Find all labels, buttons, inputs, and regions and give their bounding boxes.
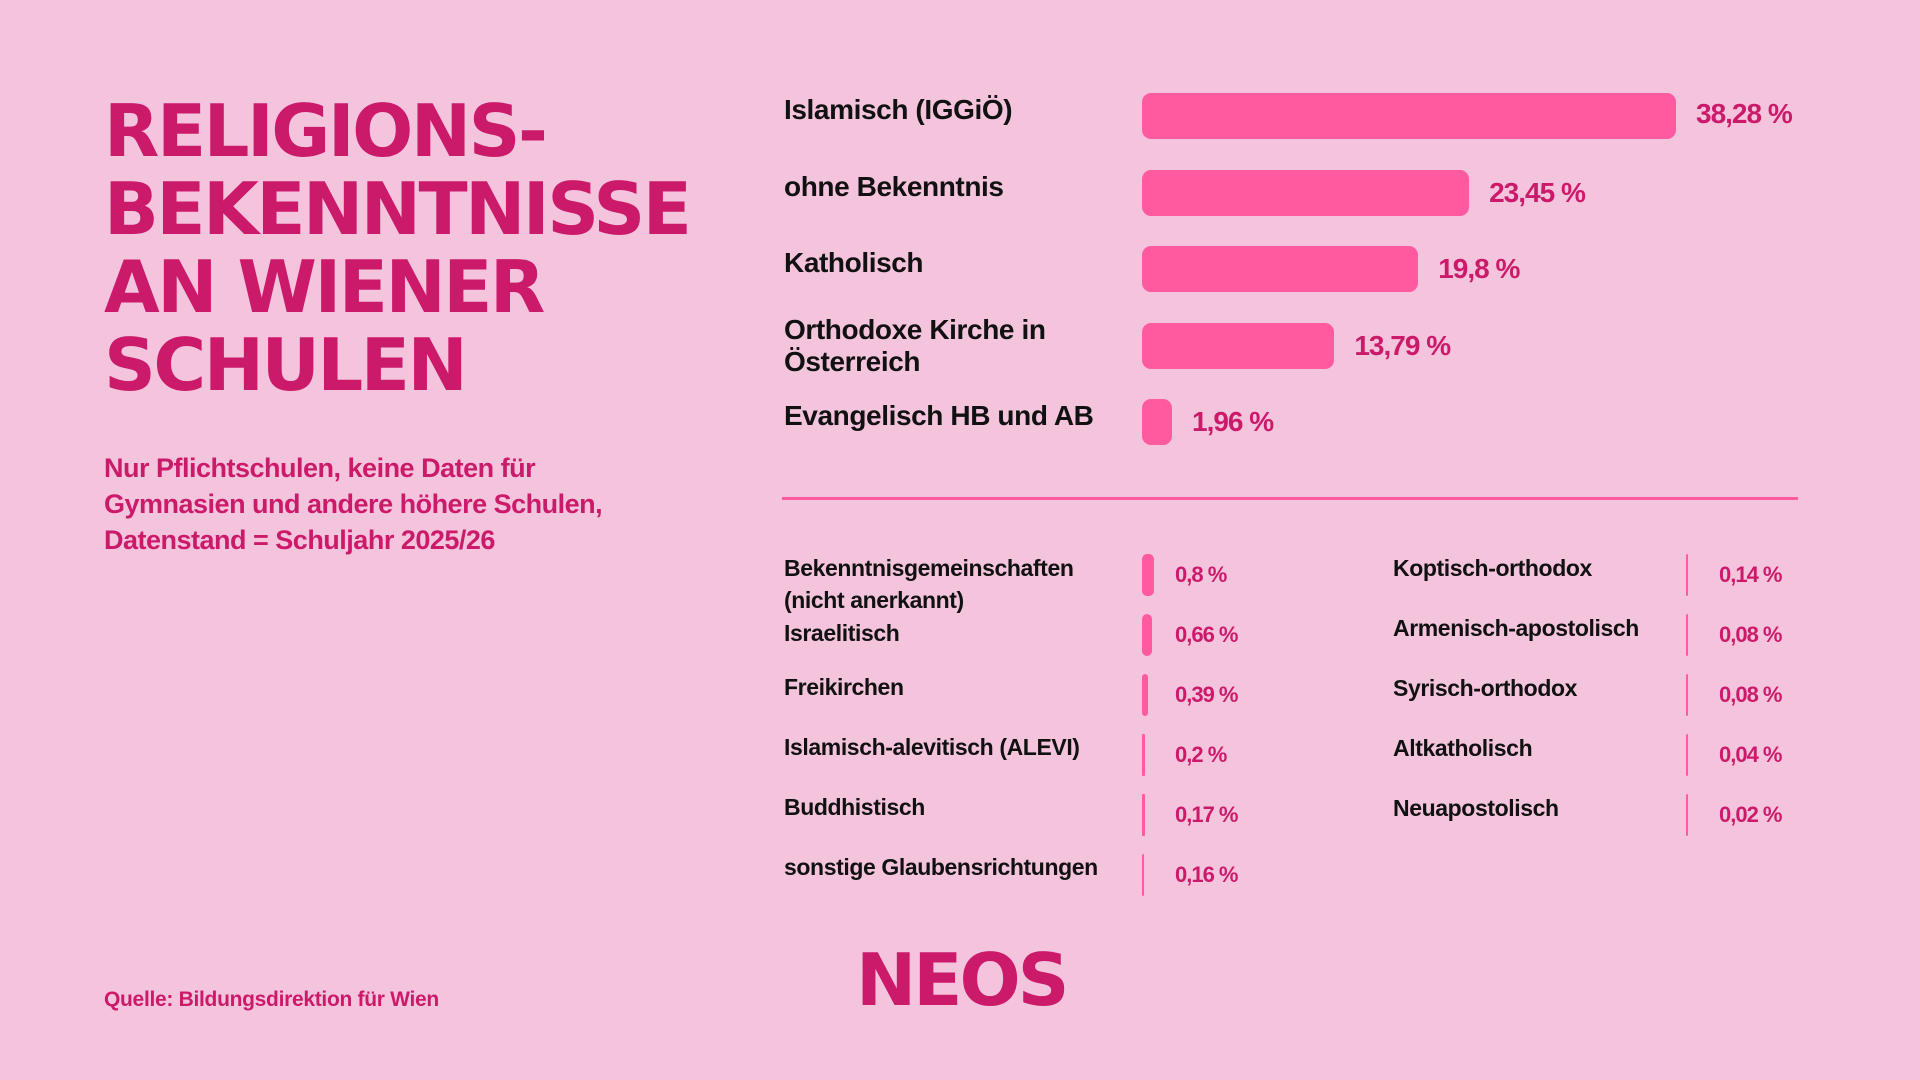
source-note: Quelle: Bildungsdirektion für Wien	[104, 988, 439, 1011]
neos-logo: NEOS	[856, 938, 1070, 1022]
bar	[1686, 794, 1688, 836]
bar-label: Bekenntnisgemeinschaften (nicht anerkann…	[784, 555, 1074, 613]
value-label: 0,39 %	[1175, 682, 1238, 707]
bar	[1142, 93, 1676, 139]
bar	[1686, 674, 1688, 716]
bar	[1686, 614, 1688, 656]
value-label: 0,2 %	[1175, 742, 1227, 767]
bar	[1686, 734, 1688, 776]
bar-label: Syrisch-orthodox	[1393, 675, 1578, 701]
value-label: 0,08 %	[1719, 622, 1782, 647]
value-label: 0,14 %	[1719, 562, 1782, 587]
bar-label: Buddhistisch	[784, 794, 925, 820]
bar-label: Katholisch	[784, 247, 924, 278]
page-subtitle: Nur Pflichtschulen, keine Daten für Gymn…	[104, 453, 603, 555]
bar-label: Israelitisch	[784, 620, 900, 646]
bar	[1142, 169, 1470, 216]
value-label: 0,02 %	[1719, 802, 1782, 827]
value-label: 0,17 %	[1175, 802, 1238, 827]
bar-label: Islamisch (IGGiÖ)	[784, 94, 1013, 125]
value-label: 0,04 %	[1719, 742, 1782, 767]
bar-label: sonstige Glaubensrichtungen	[784, 854, 1098, 880]
bar-label: Koptisch-orthodox	[1393, 555, 1592, 581]
bar	[1142, 246, 1419, 292]
value-label: 0,16 %	[1175, 862, 1238, 887]
value-label: 19,8 %	[1438, 253, 1520, 284]
bar	[1686, 554, 1689, 596]
bar-label: Armenisch-apostolisch	[1393, 615, 1639, 641]
value-label: 0,8 %	[1175, 562, 1227, 587]
bar-label: Freikirchen	[784, 674, 904, 700]
value-label: 0,66 %	[1175, 622, 1238, 647]
bar	[1142, 322, 1335, 369]
bar	[1142, 614, 1152, 656]
page-title: RELIGIONS- BEKENNTNISSE AN WIENER SCHULE…	[104, 89, 692, 407]
bar-label: Altkatholisch	[1393, 735, 1533, 761]
bar	[1142, 674, 1148, 716]
value-label: 13,79 %	[1354, 329, 1451, 361]
bar-label: Neuapostolisch	[1393, 795, 1559, 821]
bar	[1142, 734, 1145, 776]
section-divider	[782, 497, 1798, 500]
bar	[1142, 399, 1172, 445]
bar	[1142, 794, 1145, 836]
bar	[1142, 554, 1154, 596]
bar-label: Orthodoxe Kirche in Österreich	[784, 313, 1046, 377]
value-label: 38,28 %	[1696, 98, 1793, 129]
value-label: 23,45 %	[1489, 176, 1586, 208]
value-label: 1,96 %	[1192, 406, 1274, 437]
bar-label: Evangelisch HB und AB	[784, 400, 1094, 431]
bar-label: ohne Bekenntnis	[784, 170, 1004, 202]
bar-label: Islamisch-alevitisch (ALEVI)	[784, 734, 1080, 760]
value-label: 0,08 %	[1719, 682, 1782, 707]
bar	[1142, 854, 1145, 896]
